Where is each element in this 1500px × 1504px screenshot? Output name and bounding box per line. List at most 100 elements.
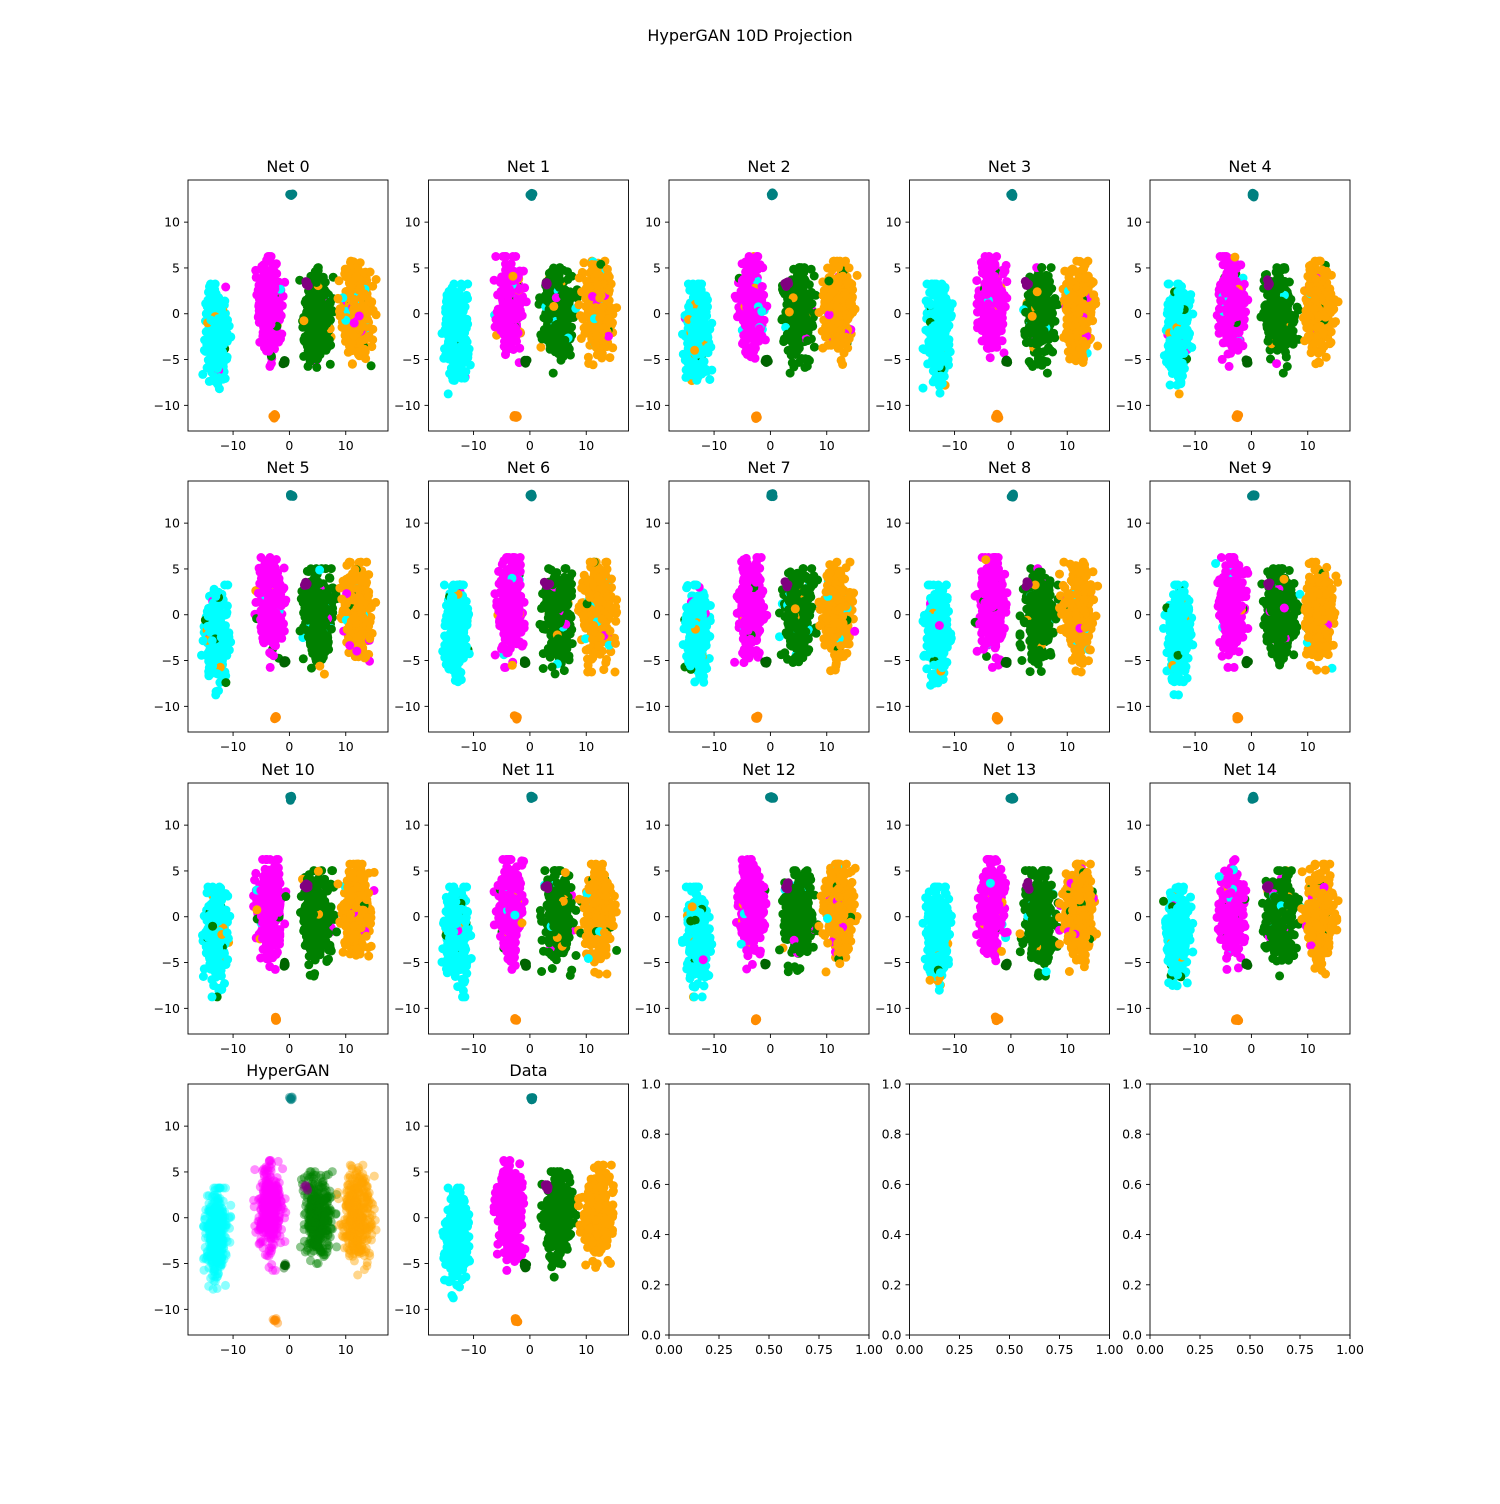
scatter-point bbox=[579, 258, 588, 267]
scatter-point bbox=[369, 306, 378, 315]
y-tick-label: 5 bbox=[413, 260, 421, 275]
scatter-point bbox=[751, 354, 760, 363]
scatter-point bbox=[754, 260, 763, 269]
scatter-point bbox=[519, 267, 528, 276]
x-tick-label: −10 bbox=[220, 438, 246, 453]
scatter-point bbox=[834, 311, 843, 320]
scatter-point bbox=[320, 291, 329, 300]
scatter-point bbox=[833, 281, 842, 290]
scatter-point bbox=[448, 337, 457, 346]
scatter-point bbox=[838, 272, 847, 281]
scatter-point bbox=[457, 283, 466, 292]
scatter-point bbox=[936, 389, 945, 398]
scatter-point bbox=[702, 365, 711, 374]
scatter-point bbox=[682, 365, 691, 374]
scatter-point bbox=[584, 353, 593, 362]
scatter-point bbox=[589, 360, 598, 369]
scatter-point bbox=[794, 336, 803, 345]
scatter-point bbox=[450, 376, 459, 385]
scatter-point bbox=[575, 300, 584, 309]
scatter-point bbox=[792, 328, 801, 337]
scatter-point bbox=[783, 279, 792, 288]
scatter-point bbox=[221, 283, 230, 292]
scatter-point bbox=[608, 343, 617, 352]
scatter-point bbox=[215, 327, 224, 336]
scatter-point bbox=[217, 357, 226, 366]
scatter-point bbox=[326, 341, 335, 350]
x-tick-label: 10 bbox=[819, 438, 835, 453]
scatter-point bbox=[689, 360, 698, 369]
scatter-point bbox=[359, 322, 368, 331]
scatter-point bbox=[555, 283, 564, 292]
scatter-point bbox=[559, 291, 568, 300]
scatter-point bbox=[612, 303, 621, 312]
scatter-point bbox=[299, 316, 308, 325]
scatter-point bbox=[515, 313, 524, 322]
scatter-point bbox=[446, 313, 455, 322]
scatter-point bbox=[690, 346, 699, 355]
figure-title: HyperGAN 10D Projection bbox=[0, 26, 1500, 45]
scatter-point bbox=[542, 278, 551, 287]
scatter-point bbox=[252, 290, 261, 299]
scatter-point bbox=[348, 360, 357, 369]
subplot-title: Net 2 bbox=[747, 157, 790, 176]
scatter-point bbox=[302, 280, 311, 289]
scatter-point bbox=[499, 299, 508, 308]
x-tick-label: 10 bbox=[338, 438, 354, 453]
scatter-point bbox=[309, 339, 318, 348]
scatter-point bbox=[848, 308, 857, 317]
scatter-point bbox=[801, 312, 810, 321]
scatter-point bbox=[549, 302, 558, 311]
scatter-point bbox=[309, 299, 318, 308]
scatter-point bbox=[753, 252, 762, 261]
x-tick-label: 0 bbox=[526, 438, 534, 453]
scatter-point bbox=[540, 329, 549, 338]
scatter-point bbox=[560, 336, 569, 345]
scatter-point bbox=[703, 302, 712, 311]
subplot-title: Net 0 bbox=[266, 157, 309, 176]
scatter-point bbox=[604, 332, 613, 341]
scatter-point bbox=[575, 273, 584, 282]
scatter-point bbox=[304, 362, 313, 371]
scatter-point bbox=[604, 270, 613, 279]
scatter-point bbox=[312, 363, 321, 372]
scatter-point bbox=[452, 293, 461, 302]
y-tick-label: −5 bbox=[162, 352, 180, 367]
y-tick-label: −5 bbox=[643, 352, 661, 367]
scatter-point bbox=[355, 312, 364, 321]
scatter-point bbox=[597, 310, 606, 319]
scatter-point bbox=[836, 326, 845, 335]
scatter-point bbox=[491, 252, 500, 261]
scatter-point bbox=[536, 343, 545, 352]
scatter-point bbox=[832, 302, 841, 311]
x-tick-label: 0 bbox=[766, 438, 774, 453]
scatter-point bbox=[314, 266, 323, 275]
scatter-point bbox=[803, 299, 812, 308]
scatter-point bbox=[354, 350, 363, 359]
scatter-point bbox=[366, 268, 375, 277]
scatter-point bbox=[731, 292, 740, 301]
scatter-point bbox=[513, 294, 522, 303]
scatter-point bbox=[845, 298, 854, 307]
scatter-point bbox=[367, 361, 376, 370]
scatter-point bbox=[743, 350, 752, 359]
scatter-point bbox=[312, 315, 321, 324]
scatter-point bbox=[794, 272, 803, 281]
scatter-point bbox=[801, 354, 810, 363]
scatter-point bbox=[843, 344, 852, 353]
scatter-point bbox=[346, 283, 355, 292]
scatter-point bbox=[456, 355, 465, 364]
scatter-point bbox=[694, 333, 703, 342]
scatter-point bbox=[268, 274, 277, 283]
scatter-point bbox=[522, 357, 531, 366]
scatter-point bbox=[598, 349, 607, 358]
scatter-point bbox=[200, 336, 209, 345]
scatter-point bbox=[213, 336, 222, 345]
scatter-point bbox=[745, 255, 754, 264]
scatter-point bbox=[837, 356, 846, 365]
scatter-point bbox=[845, 263, 854, 272]
scatter-point bbox=[810, 343, 819, 352]
